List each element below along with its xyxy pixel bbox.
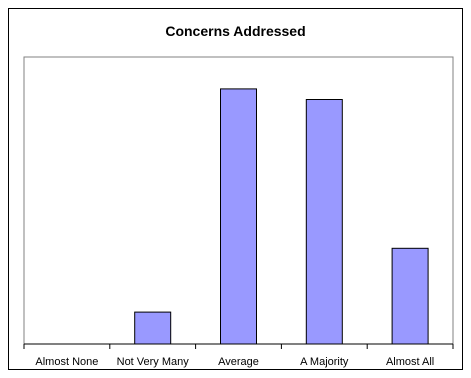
x-tick-label: A Majority xyxy=(300,356,349,368)
chart-title: Concerns Addressed xyxy=(165,23,306,39)
x-tick-label: Average xyxy=(218,356,259,368)
chart-area: Concerns Addressed Almost None Not Very M… xyxy=(8,8,463,370)
bar-average xyxy=(220,88,257,345)
x-tick-label: Almost All xyxy=(386,356,434,368)
x-tick-marks xyxy=(23,344,454,349)
bar-not-very-many xyxy=(134,311,172,345)
bar-almost-all xyxy=(391,247,429,345)
x-tick-labels: Almost None Not Very Many Average A Majorit… xyxy=(35,356,434,368)
bars-group xyxy=(134,88,429,345)
bar-chart: Almost None Not Very Many Average A Majorit… xyxy=(23,56,454,368)
bar-a-majority xyxy=(305,99,343,345)
x-tick-label: Almost None xyxy=(35,356,98,368)
x-tick-label: Not Very Many xyxy=(117,356,190,368)
